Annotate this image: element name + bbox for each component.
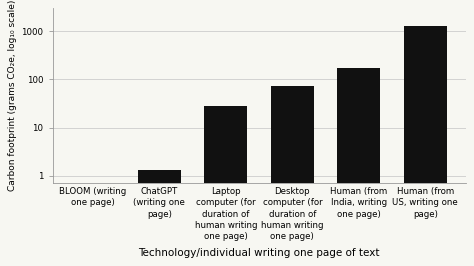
Bar [404,26,447,266]
Bar [204,106,247,266]
Bar [337,68,381,266]
Bar [71,190,115,266]
Bar [138,170,181,266]
Bar [271,86,314,266]
X-axis label: Technology/individual writing one page of text: Technology/individual writing one page o… [138,248,380,258]
Y-axis label: Carbon footprint (grams CO₂e, log₁₀ scale): Carbon footprint (grams CO₂e, log₁₀ scal… [9,0,18,192]
